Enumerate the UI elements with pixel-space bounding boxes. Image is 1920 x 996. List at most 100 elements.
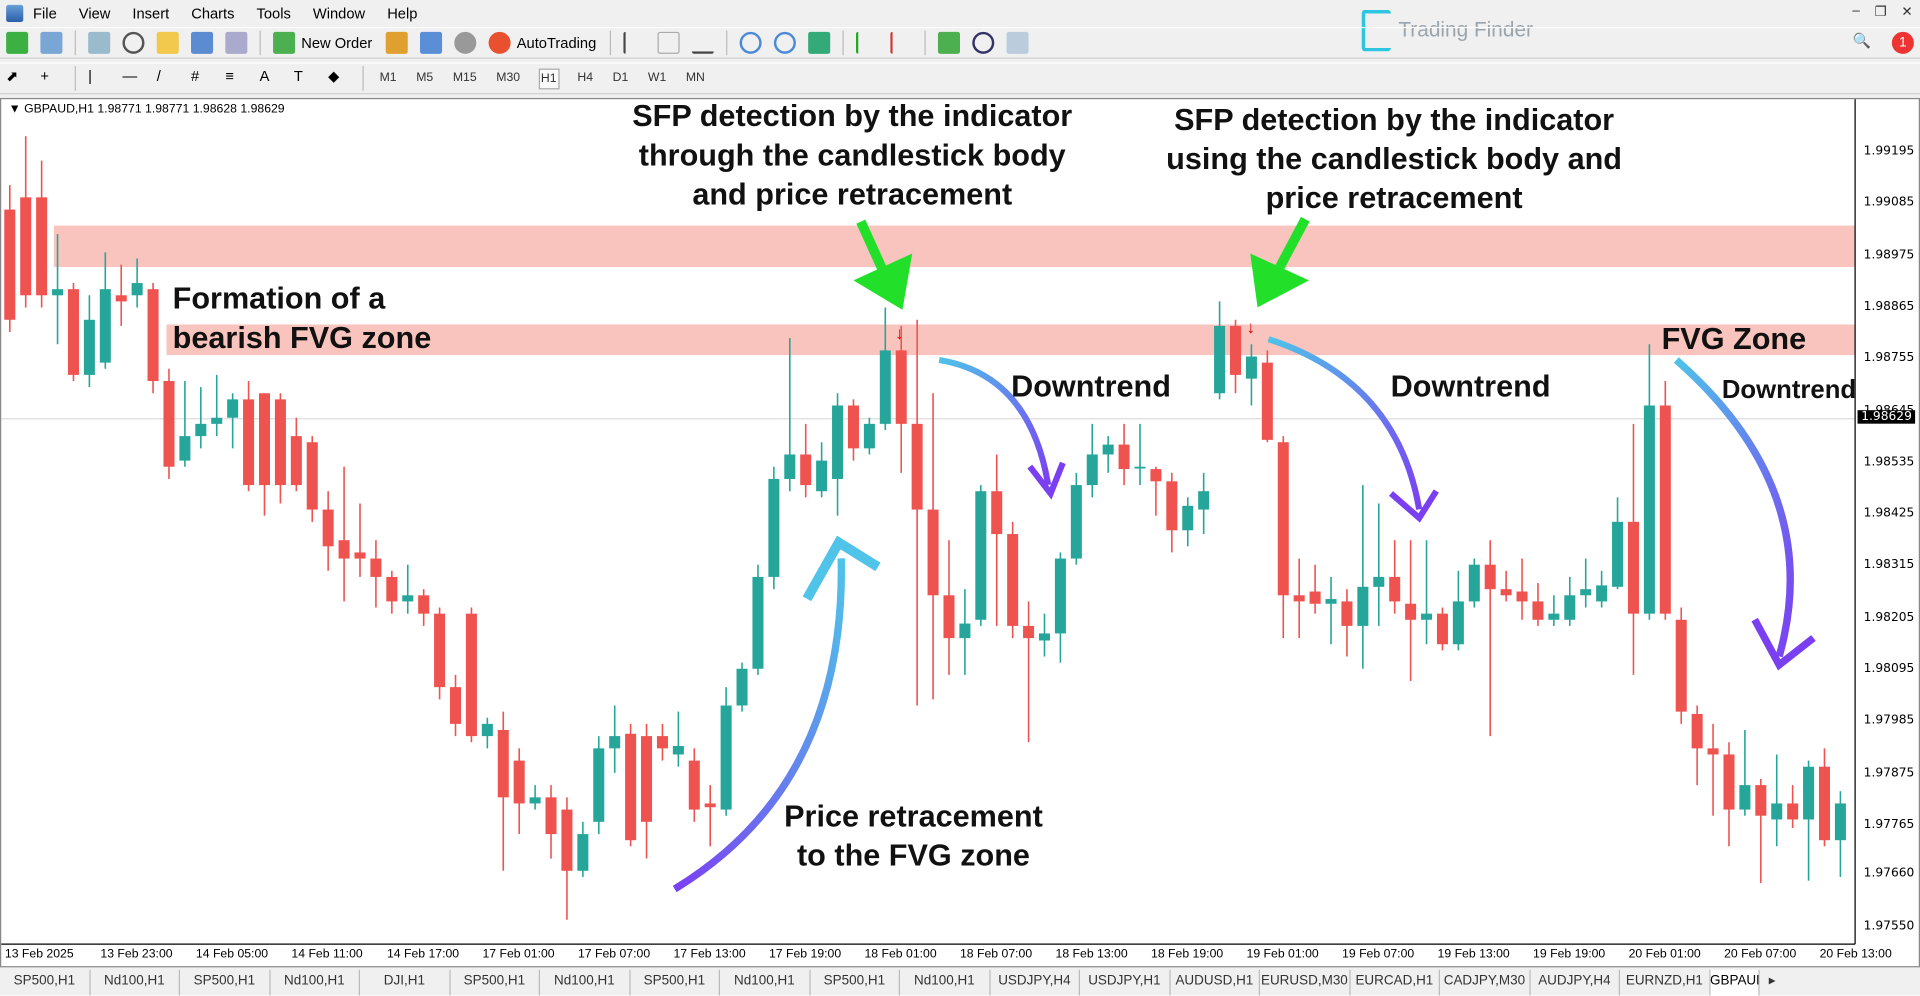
timeframe-mn[interactable]: MN <box>685 70 705 84</box>
fibonacci-icon[interactable]: ≡ <box>225 67 234 85</box>
autoscroll-icon[interactable] <box>890 31 912 54</box>
candle <box>800 423 812 498</box>
candle-body <box>1803 766 1815 820</box>
candle <box>1548 595 1560 626</box>
cloud-icon[interactable] <box>420 31 443 54</box>
text-label-icon[interactable]: T <box>293 67 303 85</box>
trendline-icon[interactable]: / <box>156 67 161 85</box>
chart-tab[interactable]: SP500,H1 <box>450 969 541 996</box>
timeframe-h1[interactable]: H1 <box>538 67 559 89</box>
candle <box>1484 540 1496 737</box>
templates-icon[interactable] <box>1006 31 1029 54</box>
candle <box>1007 521 1019 639</box>
market-watch-icon[interactable] <box>88 31 111 54</box>
favorites-icon[interactable] <box>156 31 179 54</box>
chart-tab[interactable]: CADJPY,M30 <box>1440 969 1531 996</box>
chart-tab[interactable]: AUDJPY,H4 <box>1530 969 1621 996</box>
crosshair-icon[interactable]: + <box>40 67 49 85</box>
tab-scroll-right-icon[interactable]: ▸ <box>1768 973 1776 989</box>
candle <box>1182 497 1194 547</box>
search-icon[interactable]: 🔍 <box>1852 31 1871 49</box>
strategy-tester-icon[interactable] <box>225 31 248 54</box>
candle <box>99 252 111 369</box>
terminal-icon[interactable] <box>191 31 214 54</box>
zoom-out-icon[interactable] <box>773 31 796 54</box>
candle-body <box>1277 442 1289 596</box>
chart-tab[interactable]: Nd100,H1 <box>900 969 991 996</box>
autotrading-button[interactable]: AutoTrading <box>516 34 597 52</box>
menu-insert[interactable]: Insert <box>132 4 170 23</box>
chart-tab[interactable]: SP500,H1 <box>180 969 271 996</box>
new-order-button[interactable]: New Order <box>301 34 373 52</box>
timeframe-m30[interactable]: M30 <box>496 70 521 84</box>
new-chart-icon[interactable] <box>6 31 29 54</box>
chart-tab[interactable]: EURNZD,H1 <box>1620 969 1711 996</box>
candlestick-chart-icon[interactable] <box>657 31 680 54</box>
candle <box>991 454 1003 626</box>
menu-tools[interactable]: Tools <box>256 4 291 23</box>
crosshair-navigator-icon[interactable] <box>122 31 145 54</box>
periods-clock-icon[interactable] <box>972 31 995 54</box>
line-chart-icon[interactable] <box>691 32 714 54</box>
candle <box>656 723 668 761</box>
cursor-icon[interactable]: ⬈ <box>6 67 19 85</box>
chart-tab[interactable]: DJI,H1 <box>360 969 451 996</box>
candle-body <box>895 350 907 424</box>
candle-body <box>1421 613 1433 620</box>
chart-tab[interactable]: Nd100,H1 <box>270 969 361 996</box>
chart-tab[interactable]: AUDUSD,H1 <box>1170 969 1261 996</box>
metaeditor-icon[interactable] <box>385 31 408 54</box>
minimize-icon[interactable]: – <box>1852 3 1860 19</box>
menu-window[interactable]: Window <box>312 4 366 23</box>
chart-tab[interactable]: Nd100,H1 <box>540 969 631 996</box>
price-chart[interactable]: ↓ ↓ <box>1 99 1920 968</box>
menu-charts[interactable]: Charts <box>191 4 235 23</box>
time-tick: 13 Feb 2025 <box>4 947 74 962</box>
candle-body <box>1818 766 1831 841</box>
chart-tab[interactable]: SP500,H1 <box>810 969 901 996</box>
chart-tab[interactable]: USDJPY,H4 <box>990 969 1081 996</box>
bar-chart-icon[interactable] <box>623 31 645 54</box>
time-tick: 13 Feb 23:00 <box>100 947 173 962</box>
timeframe-w1[interactable]: W1 <box>647 70 667 84</box>
chart-tab[interactable]: Nd100,H1 <box>90 969 181 996</box>
candle-body <box>1468 564 1480 602</box>
candle <box>258 393 271 516</box>
indicators-icon[interactable] <box>937 31 960 54</box>
candle <box>736 662 748 712</box>
chart-tab[interactable]: SP500,H1 <box>0 969 91 996</box>
arrows-icon[interactable]: ◆ <box>328 67 340 85</box>
chart-tab[interactable]: SP500,H1 <box>630 969 721 996</box>
timeframe-m5[interactable]: M5 <box>416 70 434 84</box>
chart-shift-icon[interactable] <box>855 31 878 54</box>
timeframe-m15[interactable]: M15 <box>452 70 477 84</box>
timeframe-h4[interactable]: H4 <box>577 70 594 84</box>
close-icon[interactable]: ✕ <box>1901 4 1913 20</box>
signals-icon[interactable] <box>454 31 477 54</box>
candle-body <box>1643 405 1655 614</box>
horizontal-line-icon[interactable]: — <box>122 67 138 85</box>
drawing-toolbar: ⬈ + | — / # ≡ A T ◆ M1 M5 M15 M30 H1 H4 D1 W1 MN <box>0 62 1920 95</box>
text-icon[interactable]: A <box>259 67 270 85</box>
notification-badge[interactable]: 1 <box>1891 31 1914 54</box>
menu-file[interactable]: File <box>33 4 57 23</box>
sfp-annotation-1: SFP detection by the indicator through t… <box>632 99 1073 212</box>
channel-icon[interactable]: # <box>191 67 200 85</box>
menu-help[interactable]: Help <box>387 4 418 23</box>
chart-tab[interactable]: Nd100,H1 <box>720 969 811 996</box>
trading-finder-logo: Trading Finder <box>1361 9 1533 52</box>
chart-tab[interactable]: EURUSD,M30 <box>1260 969 1351 996</box>
candle-body <box>20 197 32 296</box>
tile-windows-icon[interactable] <box>808 31 831 54</box>
vertical-line-icon[interactable]: | <box>88 67 92 85</box>
chart-tab[interactable]: EURCAD,H1 <box>1350 969 1441 996</box>
chart-tab[interactable]: USDJPY,H1 <box>1080 969 1171 996</box>
restore-icon[interactable]: ❐ <box>1874 4 1887 20</box>
timeframe-m1[interactable]: M1 <box>379 70 397 84</box>
chart-tab[interactable]: GBPAUD,H1 <box>1710 969 1759 996</box>
timeframe-d1[interactable]: D1 <box>612 70 629 84</box>
chart-window[interactable]: ▼ GBPAUD,H1 1.98771 1.98771 1.98628 1.98… <box>0 97 1920 968</box>
profiles-icon[interactable] <box>40 31 63 54</box>
menu-view[interactable]: View <box>78 4 111 23</box>
zoom-in-icon[interactable] <box>739 31 762 54</box>
